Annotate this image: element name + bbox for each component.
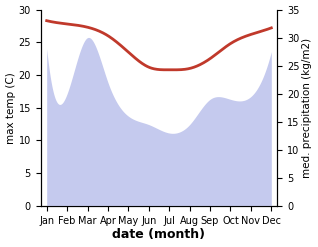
Y-axis label: max temp (C): max temp (C) <box>5 72 16 144</box>
X-axis label: date (month): date (month) <box>113 228 205 242</box>
Y-axis label: med. precipitation (kg/m2): med. precipitation (kg/m2) <box>302 38 313 178</box>
